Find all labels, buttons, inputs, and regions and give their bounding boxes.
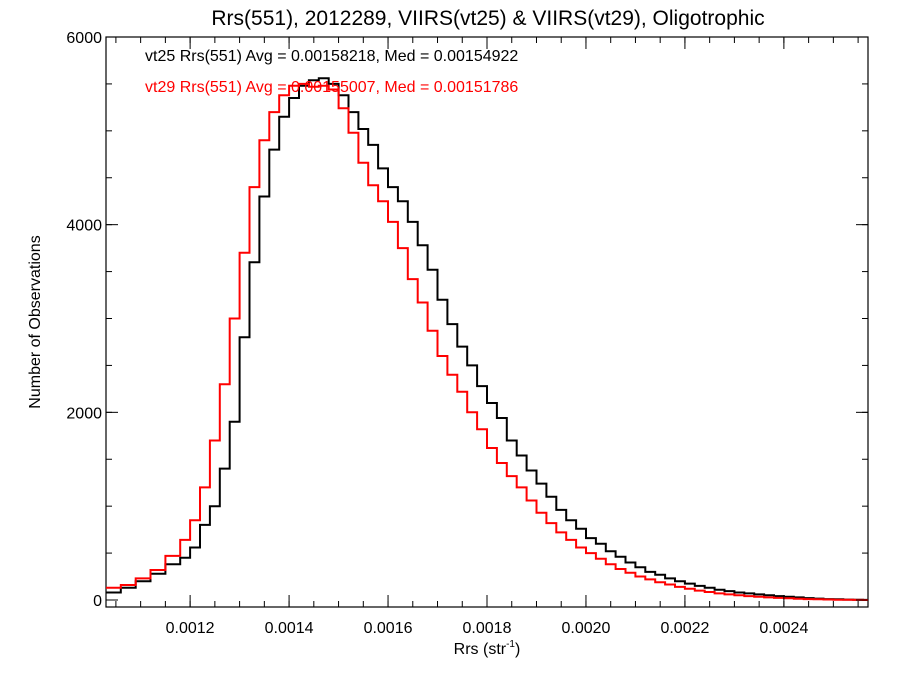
y-tick-label: 0 (93, 593, 102, 610)
x-tick-label: 0.0016 (364, 620, 413, 637)
legend-entry-vt29: vt29 Rrs(551) Avg = 0.00155007, Med = 0.… (145, 79, 518, 96)
legend-entry-vt25: vt25 Rrs(551) Avg = 0.00158218, Med = 0.… (145, 48, 518, 65)
y-tick-label: 4000 (66, 218, 102, 235)
y-tick-label: 6000 (66, 30, 102, 47)
x-axis-label-superscript: -1 (506, 639, 515, 650)
x-tick-label: 0.0018 (463, 620, 512, 637)
x-tick-label: 0.0012 (166, 620, 215, 637)
y-axis-label: Number of Observations (27, 235, 44, 408)
series-line-0 (106, 77, 868, 601)
x-axis: 0.0012 0.0014 0.0016 0.0018 0.0020 0.0022 0.00… (115, 37, 859, 637)
x-axis-label-main: Rrs (str (454, 641, 507, 658)
x-tick-label: 0.0022 (660, 620, 709, 637)
series-line-1 (106, 82, 868, 601)
series-layer (106, 77, 868, 601)
x-axis-label: Rrs (str-1) (454, 639, 521, 658)
y-tick-label: 2000 (66, 405, 102, 422)
chart-title: Rrs(551), 2012289, VIIRS(vt25) & VIIRS(v… (211, 7, 764, 30)
plot-frame (105, 36, 869, 608)
x-tick-label: 0.0014 (265, 620, 314, 637)
x-tick-label: 0.0020 (561, 620, 610, 637)
x-tick-label: 0.0024 (759, 620, 808, 637)
x-axis-label-close: ) (515, 641, 520, 658)
y-axis: 0 2000 4000 6000 (66, 30, 868, 610)
